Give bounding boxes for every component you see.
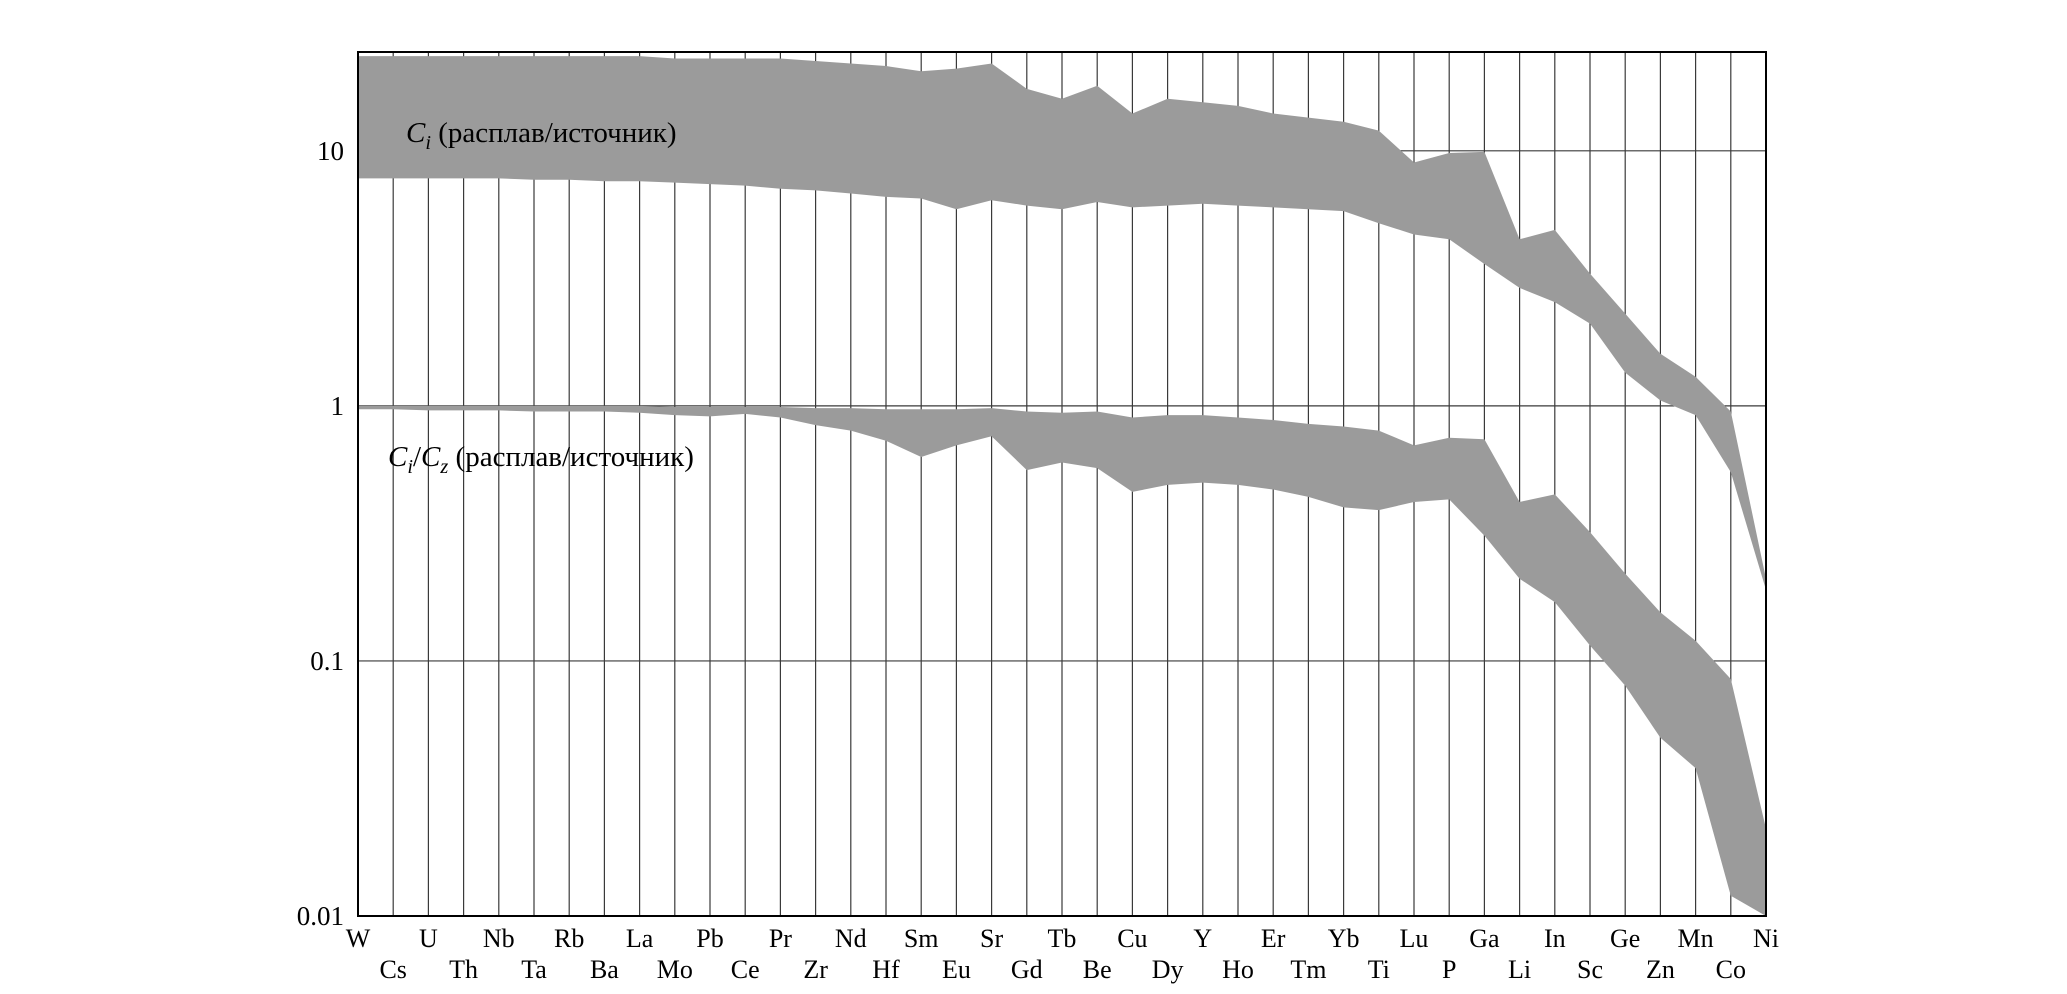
- x-tick-label: Y: [1193, 924, 1212, 953]
- x-tick-label: Dy: [1152, 955, 1184, 984]
- y-tick-label: 0.01: [297, 901, 344, 931]
- x-tick-label: In: [1544, 924, 1566, 953]
- x-tick-label: Zr: [803, 955, 828, 984]
- x-tick-label: Sm: [904, 924, 939, 953]
- plot-frame: [357, 51, 1767, 917]
- x-tick-label: Th: [449, 955, 478, 984]
- x-tick-label: Gd: [1011, 955, 1043, 984]
- x-tick-label: Ni: [1753, 924, 1779, 953]
- x-tick-label: Ti: [1368, 955, 1390, 984]
- x-tick-label: La: [626, 924, 654, 953]
- x-tick-label: Pr: [769, 924, 792, 953]
- x-tick-label: Cs: [379, 955, 406, 984]
- x-tick-label: Ta: [521, 955, 547, 984]
- x-tick-label: Li: [1508, 955, 1531, 984]
- y-tick-label: 1: [331, 391, 345, 421]
- x-tick-label: Cu: [1117, 924, 1147, 953]
- x-tick-label: Pb: [696, 924, 723, 953]
- x-tick-label: Er: [1261, 924, 1286, 953]
- x-tick-label: Sr: [980, 924, 1003, 953]
- x-tick-label: Co: [1716, 955, 1746, 984]
- x-tick-label: W: [346, 924, 371, 953]
- x-tick-label: Mn: [1678, 924, 1714, 953]
- x-tick-label: Tm: [1290, 955, 1326, 984]
- band-melt-source: [358, 56, 1766, 590]
- x-tick-label: Ba: [590, 955, 619, 984]
- x-tick-label: U: [419, 924, 438, 953]
- x-tick-label: Zn: [1646, 955, 1675, 984]
- band-label-ratio: Ci/Cz (расплав/источник): [388, 441, 694, 478]
- x-tick-label: Yb: [1328, 924, 1360, 953]
- x-tick-label: Ge: [1610, 924, 1640, 953]
- band-label-melt-source: Ci (расплав/источник): [406, 117, 677, 154]
- y-tick-label: 10: [317, 136, 344, 166]
- x-tick-label: Hf: [872, 955, 900, 984]
- x-tick-label: Ga: [1469, 924, 1500, 953]
- x-tick-label: Sc: [1577, 955, 1603, 984]
- x-tick-label: P: [1442, 955, 1456, 984]
- x-tick-label: Nb: [483, 924, 515, 953]
- x-tick-label: Be: [1083, 955, 1112, 984]
- x-tick-label: Mo: [657, 955, 693, 984]
- x-tick-label: Rb: [554, 924, 584, 953]
- y-tick-label: 0.1: [310, 646, 344, 676]
- x-tick-label: Ce: [731, 955, 760, 984]
- x-tick-label: Ho: [1222, 955, 1254, 984]
- x-tick-label: Nd: [835, 924, 867, 953]
- x-tick-label: Tb: [1048, 924, 1077, 953]
- x-tick-label: Eu: [942, 955, 971, 984]
- x-tick-label: Lu: [1400, 924, 1429, 953]
